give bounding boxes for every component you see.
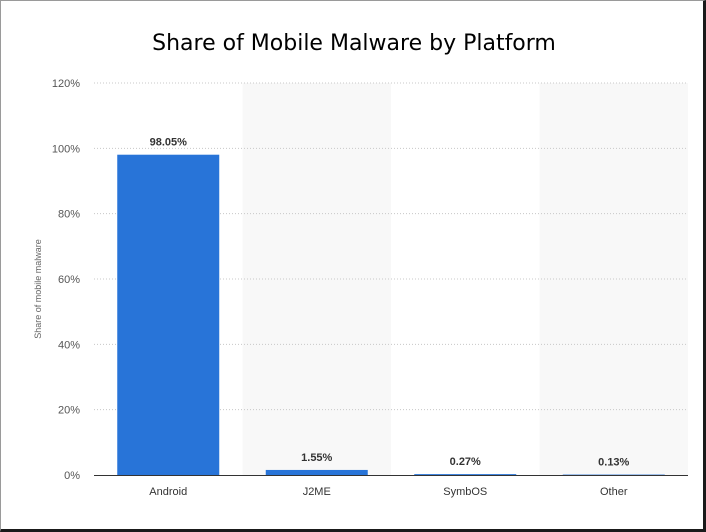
data-label: 0.13% [598, 457, 629, 469]
y-tick-label: 120% [52, 78, 80, 90]
x-category-label: SymbOS [443, 486, 487, 498]
x-category-label: Other [600, 486, 628, 498]
data-label: 1.55% [301, 452, 332, 464]
y-tick-label: 60% [58, 274, 80, 286]
bar-j2me[interactable] [265, 469, 368, 475]
data-label: 0.27% [450, 456, 481, 468]
y-axis-ticks: 0% 20% 40% 60% 80% 100% 120% [52, 78, 80, 482]
bar-android[interactable] [117, 154, 220, 475]
y-tick-label: 100% [52, 143, 80, 155]
x-axis-labels: Android J2ME SymbOS Other [149, 486, 628, 498]
y-axis-title: Share of mobile malware [33, 239, 43, 339]
x-category-label: Android [149, 486, 187, 498]
data-labels: 98.05% 1.55% 0.27% 0.13% [150, 137, 630, 469]
chart-title: Share of Mobile Malware by Platform [152, 31, 556, 56]
y-tick-label: 20% [58, 405, 80, 417]
bar-symbos[interactable] [414, 474, 517, 475]
category-bands [242, 83, 688, 475]
x-category-label: J2ME [303, 486, 331, 498]
y-tick-label: 40% [58, 339, 80, 351]
bars [117, 154, 665, 475]
y-tick-label: 0% [64, 470, 80, 482]
data-label: 98.05% [150, 137, 188, 149]
y-tick-label: 80% [58, 209, 80, 221]
